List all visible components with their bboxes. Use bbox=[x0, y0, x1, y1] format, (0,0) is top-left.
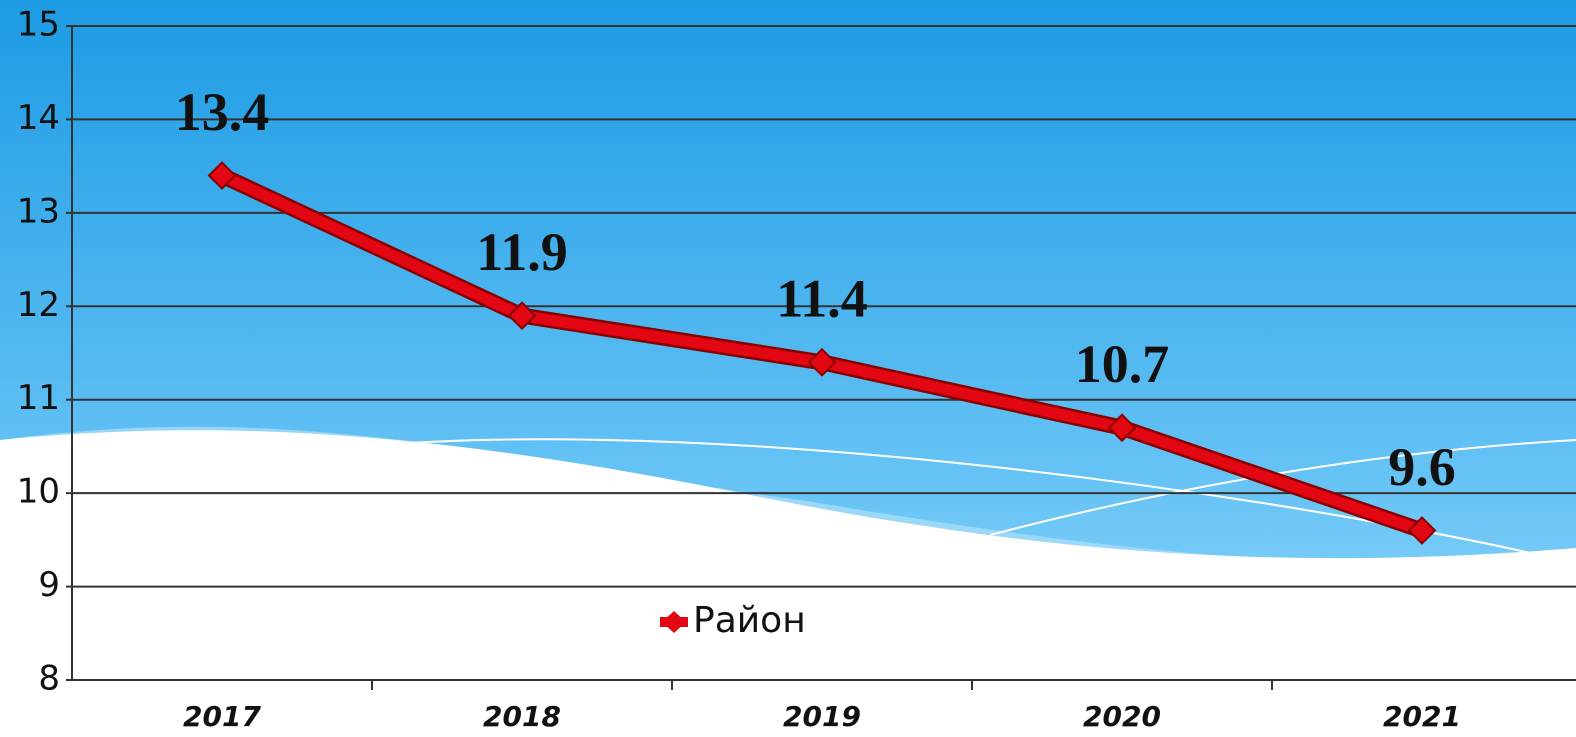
legend-marker bbox=[662, 611, 686, 633]
x-tick-label: 2018 bbox=[483, 700, 561, 733]
y-tick-label: 12 bbox=[17, 285, 60, 325]
x-tick-label: 2020 bbox=[1083, 700, 1161, 733]
y-tick-label: 11 bbox=[17, 378, 60, 418]
y-tick-label: 10 bbox=[17, 472, 60, 512]
data-label: 13.4 bbox=[175, 82, 270, 142]
marker bbox=[1407, 516, 1437, 545]
x-tick-marks bbox=[371, 680, 1273, 690]
marker bbox=[807, 347, 837, 377]
data-label: 9.6 bbox=[1388, 437, 1456, 497]
data-label: 11.4 bbox=[776, 269, 868, 329]
wave bbox=[0, 430, 1576, 737]
y-tick-label: 15 bbox=[17, 5, 60, 45]
y-tick-label: 13 bbox=[17, 191, 60, 231]
y-tick-label: 8 bbox=[38, 659, 60, 699]
marker bbox=[507, 301, 537, 331]
y-tick-label: 14 bbox=[17, 98, 60, 138]
x-tick-label: 2021 bbox=[1383, 700, 1461, 733]
marker bbox=[207, 161, 237, 190]
data-label: 10.7 bbox=[1075, 334, 1170, 394]
legend-label: Район bbox=[693, 600, 806, 641]
marker bbox=[1107, 413, 1137, 443]
x-tick-label: 2019 bbox=[783, 700, 861, 733]
data-label: 11.9 bbox=[476, 222, 568, 282]
y-tick-label: 9 bbox=[38, 565, 60, 605]
x-tick-label: 2017 bbox=[183, 700, 261, 733]
